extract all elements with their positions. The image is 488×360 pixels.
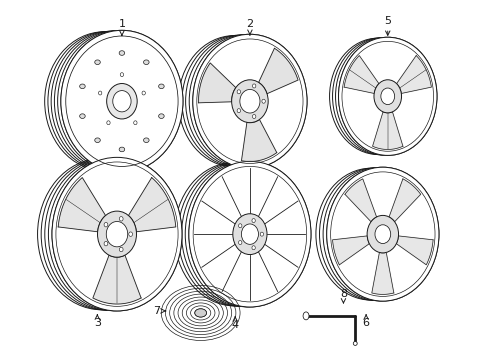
Ellipse shape	[97, 211, 136, 257]
Text: 2: 2	[246, 19, 253, 35]
Polygon shape	[371, 252, 393, 294]
Polygon shape	[241, 120, 276, 162]
Ellipse shape	[143, 138, 149, 143]
Ellipse shape	[143, 60, 149, 64]
Ellipse shape	[158, 114, 164, 118]
Ellipse shape	[303, 312, 308, 320]
Ellipse shape	[324, 33, 450, 159]
Ellipse shape	[142, 91, 145, 95]
Polygon shape	[93, 255, 141, 304]
Ellipse shape	[95, 60, 100, 64]
Polygon shape	[344, 55, 378, 94]
Ellipse shape	[241, 224, 258, 244]
Polygon shape	[396, 55, 430, 94]
Ellipse shape	[310, 163, 454, 305]
Ellipse shape	[168, 156, 331, 312]
Ellipse shape	[262, 99, 265, 103]
Ellipse shape	[260, 232, 263, 236]
Ellipse shape	[104, 242, 108, 246]
Ellipse shape	[252, 84, 255, 88]
Polygon shape	[388, 179, 420, 222]
Ellipse shape	[80, 84, 85, 89]
Ellipse shape	[158, 84, 164, 89]
Ellipse shape	[194, 309, 206, 317]
Polygon shape	[258, 48, 297, 94]
Ellipse shape	[237, 109, 240, 113]
Ellipse shape	[38, 26, 205, 177]
Polygon shape	[396, 236, 432, 265]
Ellipse shape	[237, 90, 240, 94]
Ellipse shape	[120, 73, 123, 77]
Ellipse shape	[119, 147, 124, 152]
Ellipse shape	[106, 121, 110, 125]
Text: 4: 4	[231, 317, 238, 330]
Ellipse shape	[95, 138, 100, 143]
Text: 8: 8	[339, 289, 346, 303]
Text: 7: 7	[153, 306, 165, 316]
Ellipse shape	[326, 167, 438, 301]
Text: 1: 1	[118, 19, 125, 35]
Ellipse shape	[31, 152, 202, 316]
Polygon shape	[58, 177, 105, 232]
Ellipse shape	[192, 34, 306, 168]
Ellipse shape	[52, 157, 182, 311]
Ellipse shape	[373, 80, 401, 113]
Ellipse shape	[238, 224, 242, 228]
Ellipse shape	[119, 51, 124, 55]
Ellipse shape	[352, 342, 357, 345]
Ellipse shape	[119, 247, 123, 252]
Ellipse shape	[251, 219, 255, 222]
Ellipse shape	[113, 91, 131, 112]
Polygon shape	[128, 177, 176, 232]
Ellipse shape	[104, 222, 108, 227]
Ellipse shape	[252, 114, 255, 118]
Ellipse shape	[238, 240, 242, 244]
Ellipse shape	[106, 84, 137, 119]
Text: 6: 6	[362, 315, 369, 328]
Text: 3: 3	[94, 315, 101, 328]
Polygon shape	[198, 63, 235, 103]
Ellipse shape	[106, 221, 127, 247]
Ellipse shape	[119, 217, 123, 221]
Ellipse shape	[61, 30, 183, 172]
Ellipse shape	[133, 121, 137, 125]
Ellipse shape	[338, 37, 436, 156]
Ellipse shape	[80, 114, 85, 118]
Polygon shape	[332, 236, 368, 265]
Polygon shape	[344, 179, 376, 222]
Polygon shape	[372, 112, 402, 149]
Ellipse shape	[374, 225, 390, 243]
Ellipse shape	[366, 215, 398, 253]
Ellipse shape	[231, 80, 267, 123]
Ellipse shape	[172, 30, 327, 173]
Ellipse shape	[232, 214, 266, 255]
Ellipse shape	[380, 88, 394, 105]
Text: 5: 5	[384, 15, 390, 35]
Ellipse shape	[188, 161, 310, 307]
Ellipse shape	[240, 89, 260, 113]
Ellipse shape	[98, 91, 102, 95]
Ellipse shape	[128, 232, 132, 237]
Ellipse shape	[251, 246, 255, 250]
